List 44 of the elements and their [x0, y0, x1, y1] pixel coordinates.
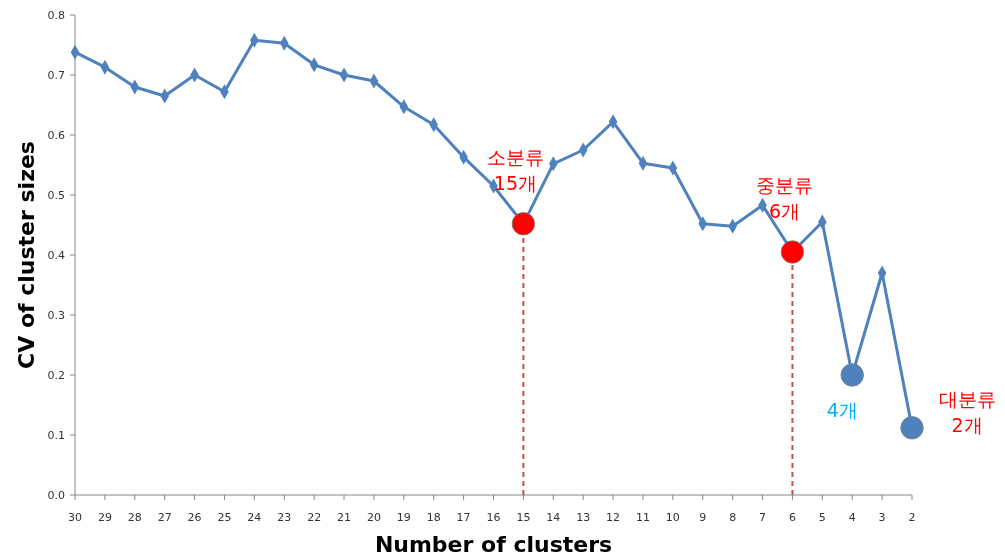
y-tick-label: 0.3: [47, 308, 65, 322]
x-tick-label: 15: [516, 511, 531, 524]
y-tick-label: 0.1: [47, 428, 65, 442]
y-tick-label: 0.7: [47, 68, 65, 82]
x-tick-label: 21: [337, 511, 352, 524]
y-tick-label: 0.2: [47, 368, 65, 382]
x-tick-label: 5: [818, 511, 826, 524]
x-tick-label: 30: [68, 511, 82, 524]
x-axis-title: Number of clusters: [374, 532, 613, 556]
x-tick-label: 17: [456, 511, 471, 524]
annotation: 중분류 6개: [755, 174, 813, 222]
y-tick-label: 0.0: [47, 488, 65, 502]
annotation: 소분류 15개: [486, 145, 544, 194]
x-tick-label: 2: [908, 511, 916, 524]
y-tick-label: 0.4: [47, 248, 65, 262]
x-tick-label: 24: [247, 511, 262, 524]
x-tick-label: 7: [759, 511, 767, 524]
y-tick-label: 0.5: [47, 188, 65, 202]
x-tick-label: 8: [729, 511, 737, 524]
x-tick-label: 13: [576, 511, 591, 524]
x-tick-label: 25: [217, 511, 232, 524]
x-tick-label: 26: [187, 511, 202, 524]
x-tick-label: 23: [277, 511, 292, 524]
x-tick-label: 20: [366, 511, 381, 524]
y-tick-label: 0.8: [47, 8, 65, 22]
y-axis-title: CV of cluster sizes: [14, 141, 39, 369]
x-tick-label: 14: [546, 511, 561, 524]
x-tick-label: 6: [788, 511, 796, 524]
x-tick-label: 22: [307, 511, 322, 524]
x-tick-label: 12: [606, 511, 621, 524]
x-tick-label: 16: [486, 511, 501, 524]
x-tick-label: 10: [665, 511, 680, 524]
x-tick-label: 29: [97, 511, 112, 524]
x-tick-label: 28: [127, 511, 142, 524]
x-tick-label: 3: [878, 511, 886, 524]
annotation: 4개: [826, 399, 858, 421]
x-tick-label: 27: [157, 511, 172, 524]
x-tick-label: 19: [396, 511, 411, 524]
x-tick-label: 9: [699, 511, 707, 524]
x-tick-label: 18: [426, 511, 441, 524]
x-tick-label: 11: [635, 511, 650, 524]
annotation: 대분류 2개: [938, 387, 996, 436]
y-tick-label: 0.6: [47, 128, 65, 142]
x-tick-label: 4: [848, 511, 856, 524]
